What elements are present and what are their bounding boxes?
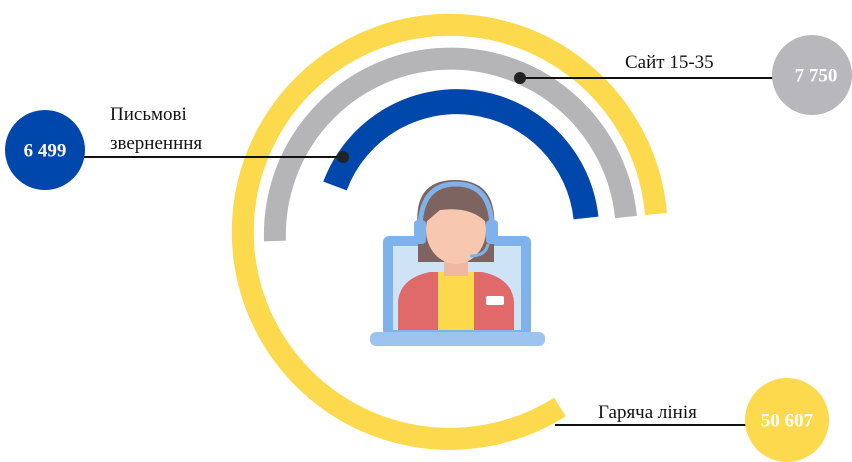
label: Гаряча лінія [598,402,697,423]
ring-site [263,47,637,242]
connector-dot [514,72,526,84]
value: 7 750 [795,65,838,86]
badge [5,110,85,190]
label: Письмові [110,104,187,125]
operator-icon [370,180,545,346]
ring-letters [323,89,599,220]
ring-hotline [231,13,667,450]
connector-dot [337,151,349,163]
value: 50 607 [761,410,814,431]
badge [772,35,852,115]
badge [745,378,829,462]
value: 6 499 [24,140,67,161]
label: Сайт 15-35 [625,52,714,73]
label: зверненння [110,133,202,154]
